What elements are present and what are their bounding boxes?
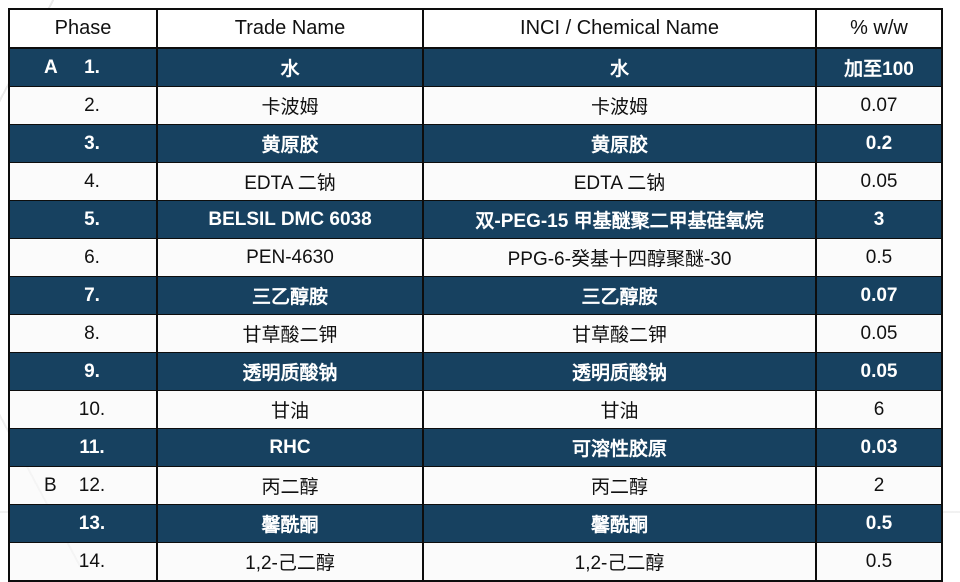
table-row: 11. RHC 可溶性胶原 0.03 <box>8 428 943 467</box>
cell-percent: 3 <box>815 200 943 239</box>
table-header: Phase Trade Name INCI / Chemical Name % … <box>8 8 943 49</box>
column-header-inci: INCI / Chemical Name <box>422 8 817 49</box>
table-row: 6. PEN-4630 PPG-6-癸基十四醇聚醚-30 0.5 <box>8 238 943 277</box>
cell-percent: 0.05 <box>815 352 943 391</box>
cell-phase: 9. <box>8 352 158 391</box>
cell-trade-name: 甘草酸二钾 <box>156 314 424 353</box>
table-row: B 12. 丙二醇 丙二醇 2 <box>8 466 943 505</box>
table-row: 5. BELSIL DMC 6038 双-PEG-15 甲基醚聚二甲基硅氧烷 3 <box>8 200 943 239</box>
cell-trade-name: 1,2-己二醇 <box>156 542 424 582</box>
table-row: 4. EDTA 二钠 EDTA 二钠 0.05 <box>8 162 943 201</box>
cell-phase: 7. <box>8 276 158 315</box>
cell-percent: 2 <box>815 466 943 505</box>
cell-inci-name: 可溶性胶原 <box>422 428 817 467</box>
cell-inci-name: 甘草酸二钾 <box>422 314 817 353</box>
cell-phase: 14. <box>8 542 158 582</box>
formulation-table: Phase Trade Name INCI / Chemical Name % … <box>8 8 943 582</box>
table-row: 8. 甘草酸二钾 甘草酸二钾 0.05 <box>8 314 943 353</box>
cell-trade-name: RHC <box>156 428 424 467</box>
cell-inci-name: 双-PEG-15 甲基醚聚二甲基硅氧烷 <box>422 200 817 239</box>
cell-phase: 13. <box>8 504 158 543</box>
cell-phase: 8. <box>8 314 158 353</box>
cell-phase: B 12. <box>8 466 158 505</box>
cell-inci-name: 卡波姆 <box>422 86 817 125</box>
row-number: 4. <box>84 170 100 192</box>
row-number: 12. <box>78 474 106 496</box>
cell-inci-name: 水 <box>422 47 817 87</box>
cell-percent: 0.05 <box>815 314 943 353</box>
row-number: 9. <box>84 360 100 382</box>
row-number: 7. <box>84 284 100 306</box>
cell-trade-name: PEN-4630 <box>156 238 424 277</box>
cell-inci-name: EDTA 二钠 <box>422 162 817 201</box>
cell-phase: 3. <box>8 124 158 163</box>
header-row: Phase Trade Name INCI / Chemical Name % … <box>8 8 943 49</box>
cell-percent: 0.2 <box>815 124 943 163</box>
cell-percent: 0.03 <box>815 428 943 467</box>
column-header-percent: % w/w <box>815 8 943 49</box>
row-number: 11. <box>79 436 105 458</box>
cell-inci-name: 透明质酸钠 <box>422 352 817 391</box>
cell-inci-name: 1,2-己二醇 <box>422 542 817 582</box>
cell-inci-name: 黄原胶 <box>422 124 817 163</box>
cell-trade-name: 三乙醇胺 <box>156 276 424 315</box>
cell-percent: 加至100 <box>815 47 943 87</box>
cell-percent: 0.07 <box>815 276 943 315</box>
table-row: 7. 三乙醇胺 三乙醇胺 0.07 <box>8 276 943 315</box>
cell-trade-name: EDTA 二钠 <box>156 162 424 201</box>
cell-phase: 4. <box>8 162 158 201</box>
cell-trade-name: 甘油 <box>156 390 424 429</box>
cell-inci-name: 甘油 <box>422 390 817 429</box>
cell-trade-name: 丙二醇 <box>156 466 424 505</box>
cell-percent: 0.07 <box>815 86 943 125</box>
table-container: Phase Trade Name INCI / Chemical Name % … <box>8 8 943 582</box>
table-row: A 1. 水水加至100 <box>8 47 943 87</box>
table-row: 14. 1,2-己二醇 1,2-己二醇 0.5 <box>8 542 943 582</box>
cell-trade-name: BELSIL DMC 6038 <box>156 200 424 239</box>
cell-inci-name: 三乙醇胺 <box>422 276 817 315</box>
table-row: 9. 透明质酸钠 透明质酸钠 0.05 <box>8 352 943 391</box>
cell-phase: 11. <box>8 428 158 467</box>
row-number: 3. <box>84 132 100 154</box>
row-number: 5. <box>84 208 100 230</box>
table-row: 10. 甘油 甘油 6 <box>8 390 943 429</box>
row-number: 13. <box>78 512 106 534</box>
cell-percent: 0.5 <box>815 542 943 582</box>
cell-phase: 5. <box>8 200 158 239</box>
cell-phase: 2. <box>8 86 158 125</box>
cell-trade-name: 黄原胶 <box>156 124 424 163</box>
cell-phase: 6. <box>8 238 158 277</box>
row-number: 2. <box>84 94 100 116</box>
table-row: 3. 黄原胶 黄原胶 0.2 <box>8 124 943 163</box>
table-row: 13. 馨酰酮 馨酰酮 0.5 <box>8 504 943 543</box>
phase-letter: B <box>44 474 57 496</box>
column-header-trade-name: Trade Name <box>156 8 424 49</box>
cell-phase: A 1. <box>8 47 158 87</box>
cell-inci-name: 丙二醇 <box>422 466 817 505</box>
row-number: 10. <box>78 398 106 420</box>
cell-percent: 0.5 <box>815 504 943 543</box>
table-body: A 1. 水水加至100 2. 卡波姆 卡波姆 0.07 3. 黄原胶 黄原胶 0.2 4. EDTA … <box>8 47 943 582</box>
table-row: 2. 卡波姆 卡波姆 0.07 <box>8 86 943 125</box>
cell-trade-name: 卡波姆 <box>156 86 424 125</box>
cell-trade-name: 水 <box>156 47 424 87</box>
cell-percent: 0.05 <box>815 162 943 201</box>
cell-phase: 10. <box>8 390 158 429</box>
cell-percent: 0.5 <box>815 238 943 277</box>
cell-trade-name: 馨酰酮 <box>156 504 424 543</box>
cell-inci-name: 馨酰酮 <box>422 504 817 543</box>
cell-inci-name: PPG-6-癸基十四醇聚醚-30 <box>422 238 817 277</box>
row-number: 8. <box>84 322 100 344</box>
row-number: 14. <box>78 550 106 572</box>
cell-trade-name: 透明质酸钠 <box>156 352 424 391</box>
phase-letter: A <box>44 56 58 78</box>
row-number: 1. <box>84 56 100 78</box>
row-number: 6. <box>84 246 100 268</box>
cell-percent: 6 <box>815 390 943 429</box>
column-header-phase: Phase <box>8 8 158 49</box>
